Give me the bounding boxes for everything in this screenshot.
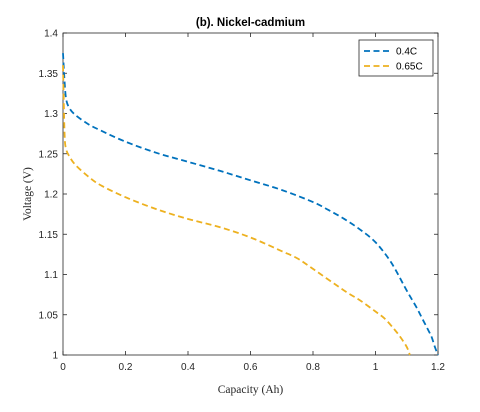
legend-entry-label: 0.4C [396, 47, 417, 58]
y-axis-title: Voltage (V) [22, 167, 34, 221]
x-tick-label: 0.6 [244, 362, 258, 373]
x-tick-label: 0.8 [306, 362, 320, 373]
x-tick-label: 0.4 [181, 362, 195, 373]
series-line-0-65c [62, 65, 411, 356]
chart-title: (b). Nickel-cadmium [196, 17, 305, 29]
x-tick-label: 0 [60, 362, 66, 373]
x-tick-label: 0.2 [119, 362, 133, 373]
y-tick-label: 1.15 [39, 230, 59, 241]
y-tick-label: 1.4 [44, 29, 58, 40]
y-tick-label: 1.3 [44, 109, 58, 120]
legend-box [358, 39, 434, 77]
y-tick-label: 1 [52, 351, 58, 362]
plot-area [62, 32, 439, 356]
legend-entry-label: 0.65C [396, 62, 423, 73]
y-tick-label: 1.1 [44, 270, 58, 281]
x-axis-title: Capacity (Ah) [218, 384, 284, 396]
y-tick-label: 1.35 [39, 69, 59, 80]
y-tick-label: 1.05 [39, 310, 59, 321]
series-layer [62, 53, 439, 356]
x-tick-label: 1 [373, 362, 379, 373]
x-tick-label: 1.2 [431, 362, 445, 373]
y-tick-label: 1.2 [44, 190, 58, 201]
y-tick-label: 1.25 [39, 149, 59, 160]
legend: 0.4C 0.65C [358, 39, 434, 77]
axis-ticks: 0 0.2 0.4 0.6 0.8 1 1.2 1 1.05 1.1 1.15 1.2 1.25 1.3 1… [39, 29, 446, 374]
